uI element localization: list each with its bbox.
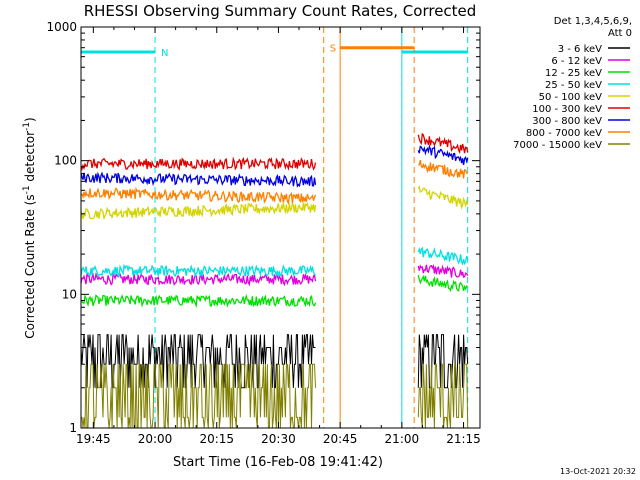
series-5-segment-0	[80, 156, 317, 171]
series-2-segment-0	[80, 293, 317, 309]
chart-title: RHESSI Observing Summary Count Rates, Co…	[84, 2, 477, 20]
series-layer	[80, 132, 469, 429]
legend-label-3: 25 - 50 keV	[545, 80, 602, 91]
x-tick-label-4: 20:45	[323, 432, 358, 446]
x-tick-label-5: 21:00	[385, 432, 420, 446]
legend-label-4: 50 - 100 keV	[539, 92, 603, 103]
axes-layer: 19:45 20:00 20:15 20:30 20:45 21:00 21:15 1 10 10…	[46, 20, 480, 446]
x-axis-label: Start Time (16-Feb-08 19:41:42)	[173, 455, 383, 470]
legend-label-6: 300 - 800 keV	[532, 116, 602, 127]
annotation-label-0: N	[161, 48, 168, 59]
legend-header-1: Att 0	[608, 28, 632, 39]
series-4-segment-1	[417, 185, 469, 210]
annotation-label-2: S	[330, 44, 336, 55]
series-6-segment-1	[417, 144, 469, 166]
legend-label-1: 6 - 12 keV	[551, 56, 602, 67]
y-label-sup1: -1	[22, 185, 32, 194]
series-7-segment-0	[80, 186, 317, 205]
series-2	[80, 274, 469, 309]
y-label-suffix: )	[23, 117, 37, 122]
y-tick-label-1: 10	[62, 287, 77, 301]
series-6-segment-0	[80, 171, 317, 188]
y-label-sup2: -1	[22, 122, 32, 131]
x-tick-label-6: 21:15	[446, 432, 481, 446]
y-label-prefix: Corrected Count Rate (s	[23, 194, 37, 338]
x-tick-label-0: 19:45	[76, 432, 111, 446]
series-5	[80, 132, 469, 171]
x-tick-label-2: 20:15	[199, 432, 234, 446]
series-3-segment-0	[80, 263, 316, 278]
x-tick-label-1: 20:00	[138, 432, 173, 446]
series-4-segment-0	[80, 201, 317, 220]
series-7-segment-1	[418, 159, 469, 179]
legend-label-0: 3 - 6 keV	[558, 44, 602, 55]
legend-label-7: 800 - 7000 keV	[526, 128, 602, 139]
legend-label-5: 100 - 300 keV	[532, 104, 602, 115]
series-6	[80, 144, 469, 188]
y-label-mid: detector	[23, 131, 37, 186]
series-0-segment-1	[417, 334, 469, 389]
series-3-segment-1	[417, 246, 469, 266]
series-4	[80, 185, 469, 220]
legend-label-8: 7000 - 15000 keV	[513, 140, 602, 151]
series-0-segment-0	[80, 334, 316, 389]
y-tick-label-3: 1000	[46, 20, 77, 34]
plot-frame	[80, 26, 481, 429]
series-3	[80, 246, 469, 278]
legend-header-0: Det 1,3,4,5,6,9,	[554, 16, 632, 27]
legend-label-2: 12 - 25 keV	[545, 68, 602, 79]
series-8-segment-0	[81, 363, 316, 429]
footer-date: 13-Oct-2021 20:32	[560, 467, 636, 476]
y-axis-label: Corrected Count Rate (s-1 detector-1)	[22, 117, 37, 338]
series-5-segment-1	[417, 132, 469, 155]
series-8-segment-1	[417, 363, 469, 429]
series-1	[80, 263, 469, 287]
y-tick-label-2: 100	[54, 154, 77, 168]
series-2-segment-1	[417, 274, 469, 293]
y-tick-label-0: 1	[69, 421, 77, 435]
series-7	[80, 159, 469, 205]
series-1-segment-1	[417, 263, 469, 278]
x-tick-label-3: 20:30	[261, 432, 296, 446]
